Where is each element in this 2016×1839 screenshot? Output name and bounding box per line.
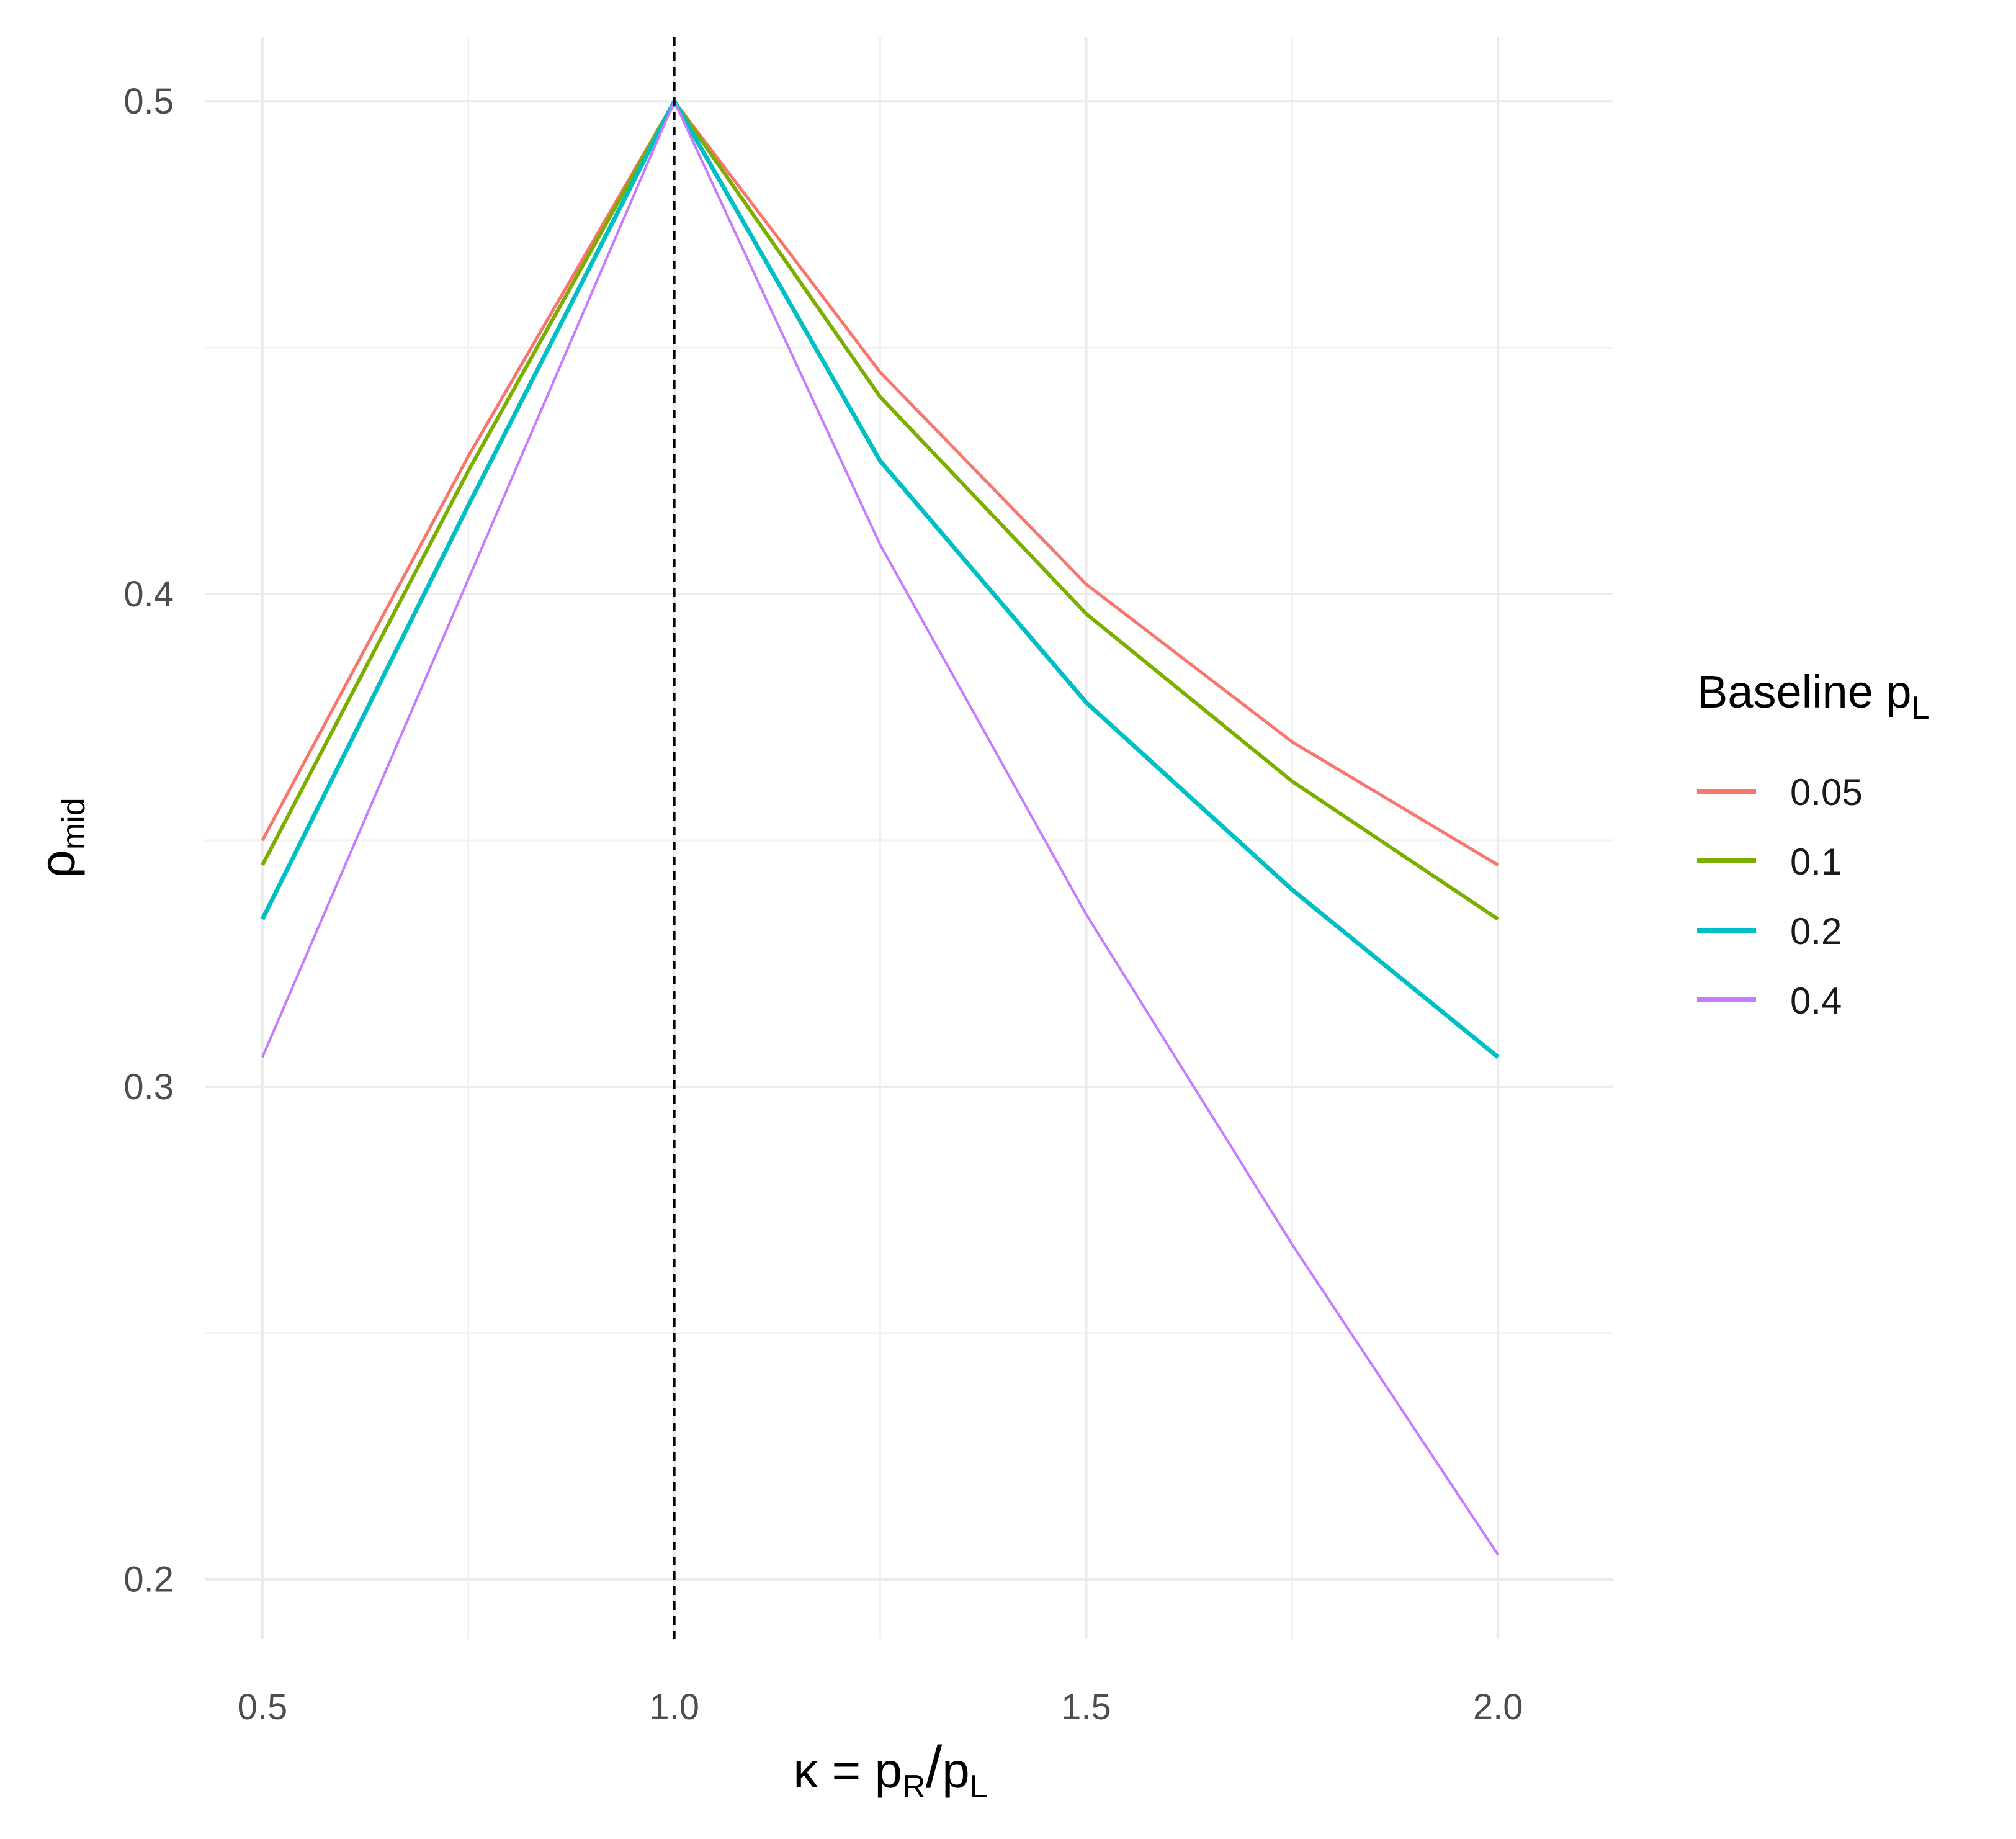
y-tick-label: 0.5: [123, 81, 174, 122]
x-tick-label: 2.0: [1473, 1687, 1523, 1727]
x-tick-label: 1.0: [649, 1687, 699, 1727]
y-tick-labels: 0.2 0.3 0.4 0.5: [123, 81, 174, 1600]
legend-title-main: Baseline p: [1697, 666, 1912, 717]
legend-label-0-1: 0.1: [1790, 841, 1842, 883]
series-line-0-05: [261, 99, 1499, 866]
x-axis-title: κ = pR/pL: [793, 1734, 987, 1805]
series-line-0-4: [261, 100, 1499, 1556]
y-axis-title: ρmid: [30, 798, 92, 878]
series-line-0-1: [261, 99, 1499, 921]
legend-title-sub: L: [1912, 690, 1930, 726]
legend-title: Baseline pL: [1697, 666, 1930, 726]
y-axis-title-sub: mid: [56, 798, 92, 850]
minor-gridlines: [205, 37, 1613, 1639]
x-tick-labels: 0.5 1.0 1.5 2.0: [238, 1687, 1523, 1727]
series-line-0-2: [260, 99, 1500, 1059]
x-axis-title-slash: /: [926, 1734, 943, 1801]
y-axis-title-main: ρ: [30, 850, 85, 878]
x-tick-label: 0.5: [238, 1687, 288, 1727]
legend-label-0-4: 0.4: [1790, 980, 1842, 1022]
legend-label-0-2: 0.2: [1790, 911, 1842, 952]
legend: Baseline pL 0.05 0.1 0.2 0.4: [1697, 666, 1930, 1022]
x-axis-title-main: κ = p: [793, 1743, 902, 1798]
y-tick-label: 0.4: [123, 574, 174, 614]
legend-label-0-05: 0.05: [1790, 771, 1863, 813]
series-lines: [260, 99, 1500, 1556]
x-axis-title-sub-l: L: [970, 1769, 988, 1805]
x-axis-title-main2: p: [942, 1743, 970, 1798]
legend-items: 0.05 0.1 0.2 0.4: [1697, 771, 1863, 1022]
y-tick-label: 0.2: [123, 1560, 174, 1600]
x-axis-title-sub-r: R: [902, 1769, 926, 1805]
x-tick-label: 1.5: [1061, 1687, 1111, 1727]
y-tick-label: 0.3: [123, 1067, 174, 1107]
